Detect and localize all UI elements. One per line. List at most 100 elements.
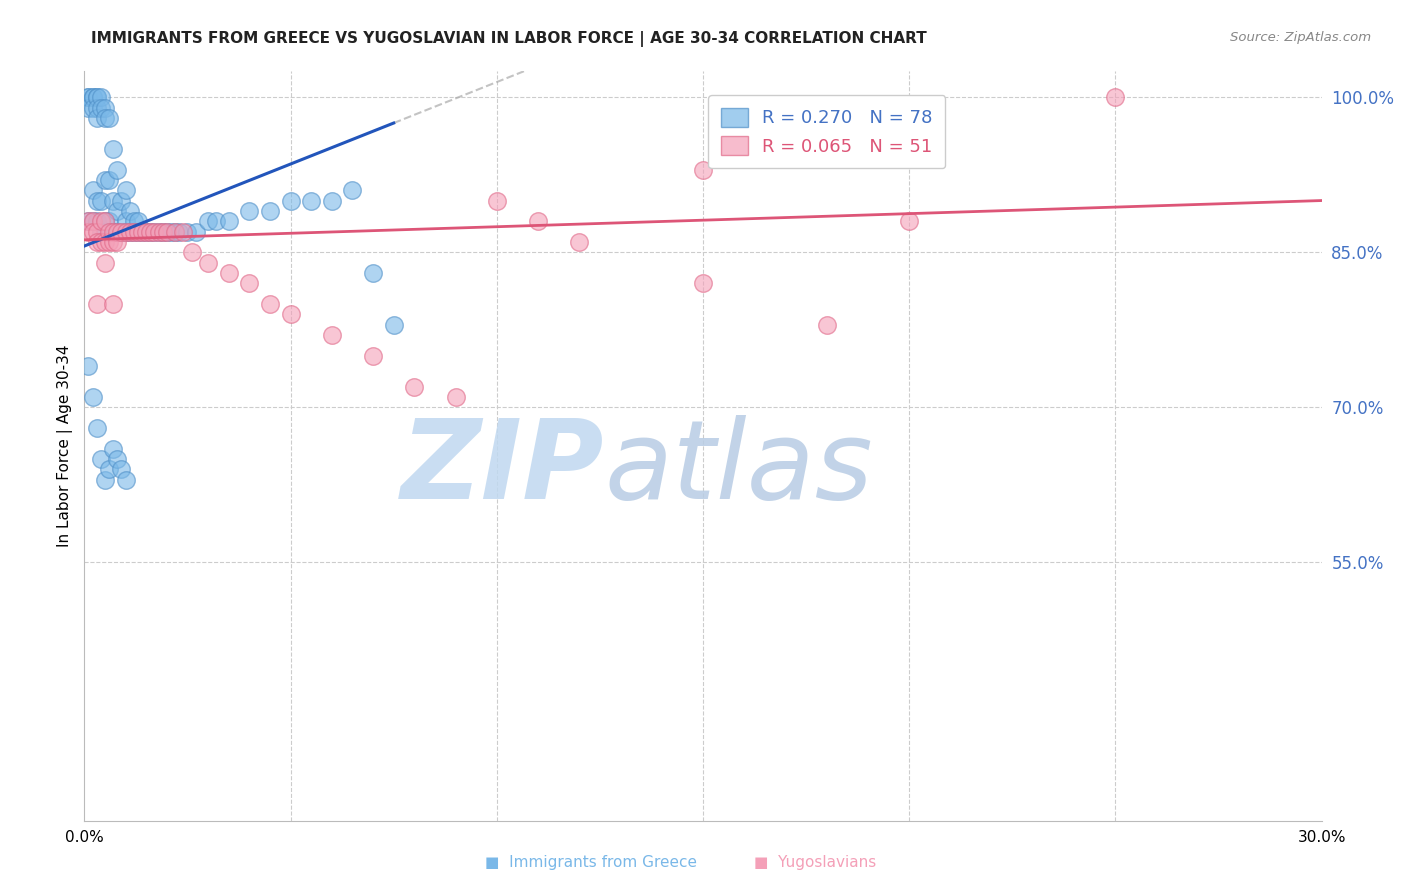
Point [898, 214, 921, 228]
Point [86, 90, 108, 104]
Point [527, 214, 550, 228]
Point [815, 318, 838, 332]
Point [167, 225, 190, 239]
Point [110, 225, 132, 239]
Point [98, 173, 121, 187]
Point [105, 235, 128, 249]
Point [94, 255, 117, 269]
Point [361, 266, 384, 280]
Point [114, 183, 136, 197]
Point [122, 214, 145, 228]
Point [94, 235, 117, 249]
Text: ■  Immigrants from Greece: ■ Immigrants from Greece [485, 855, 696, 870]
Point [238, 277, 260, 291]
Point [568, 235, 591, 249]
Point [86, 225, 108, 239]
Point [82, 183, 104, 197]
Point [259, 203, 281, 218]
Point [152, 225, 174, 239]
Point [321, 194, 343, 208]
Point [94, 473, 117, 487]
Point [105, 203, 128, 218]
Point [205, 214, 228, 228]
Point [94, 173, 117, 187]
Point [82, 90, 104, 104]
Text: atlas: atlas [605, 415, 873, 522]
Point [131, 225, 153, 239]
Point [114, 225, 136, 239]
Point [82, 214, 104, 228]
Point [86, 194, 108, 208]
Text: IMMIGRANTS FROM GREECE VS YUGOSLAVIAN IN LABOR FORCE | AGE 30-34 CORRELATION CHA: IMMIGRANTS FROM GREECE VS YUGOSLAVIAN IN… [91, 31, 927, 47]
Point [280, 194, 302, 208]
Point [321, 327, 343, 342]
Point [692, 162, 714, 177]
Point [90, 225, 112, 239]
Point [444, 390, 467, 404]
Point [77, 225, 100, 239]
Point [135, 225, 157, 239]
Point [86, 101, 108, 115]
Point [342, 183, 364, 197]
Point [94, 225, 117, 239]
Point [94, 214, 117, 228]
Point [139, 225, 162, 239]
Point [86, 421, 108, 435]
Point [90, 451, 112, 466]
Point [82, 390, 104, 404]
Point [94, 101, 117, 115]
Point [127, 225, 149, 239]
Point [82, 101, 104, 115]
Point [98, 225, 121, 239]
Point [114, 214, 136, 228]
Point [86, 297, 108, 311]
Point [280, 307, 302, 321]
Point [90, 235, 112, 249]
Point [122, 225, 145, 239]
Point [135, 225, 157, 239]
Point [103, 235, 125, 249]
Point [105, 162, 128, 177]
Point [86, 235, 108, 249]
Point [105, 225, 128, 239]
Point [118, 203, 141, 218]
Point [1104, 90, 1126, 104]
Point [103, 442, 125, 456]
Point [172, 225, 194, 239]
Point [143, 225, 166, 239]
Point [361, 349, 384, 363]
Point [98, 462, 121, 476]
Point [82, 214, 104, 228]
Point [105, 451, 128, 466]
Point [382, 318, 405, 332]
Point [114, 473, 136, 487]
Text: ZIP: ZIP [401, 415, 605, 522]
Point [148, 225, 170, 239]
Point [103, 297, 125, 311]
Point [77, 90, 100, 104]
Point [90, 194, 112, 208]
Point [103, 194, 125, 208]
Point [118, 225, 141, 239]
Point [127, 214, 149, 228]
Point [98, 111, 121, 125]
Point [103, 142, 125, 156]
Point [77, 214, 100, 228]
Point [90, 101, 112, 115]
Point [238, 203, 260, 218]
Point [94, 111, 117, 125]
Point [165, 225, 187, 239]
Point [82, 225, 104, 239]
Point [197, 255, 219, 269]
Point [77, 214, 100, 228]
Point [122, 225, 145, 239]
Text: Source: ZipAtlas.com: Source: ZipAtlas.com [1230, 31, 1371, 45]
Point [218, 214, 240, 228]
Point [86, 111, 108, 125]
Point [86, 214, 108, 228]
Point [156, 225, 179, 239]
Point [94, 214, 117, 228]
Point [165, 225, 187, 239]
Point [86, 90, 108, 104]
Point [218, 266, 240, 280]
